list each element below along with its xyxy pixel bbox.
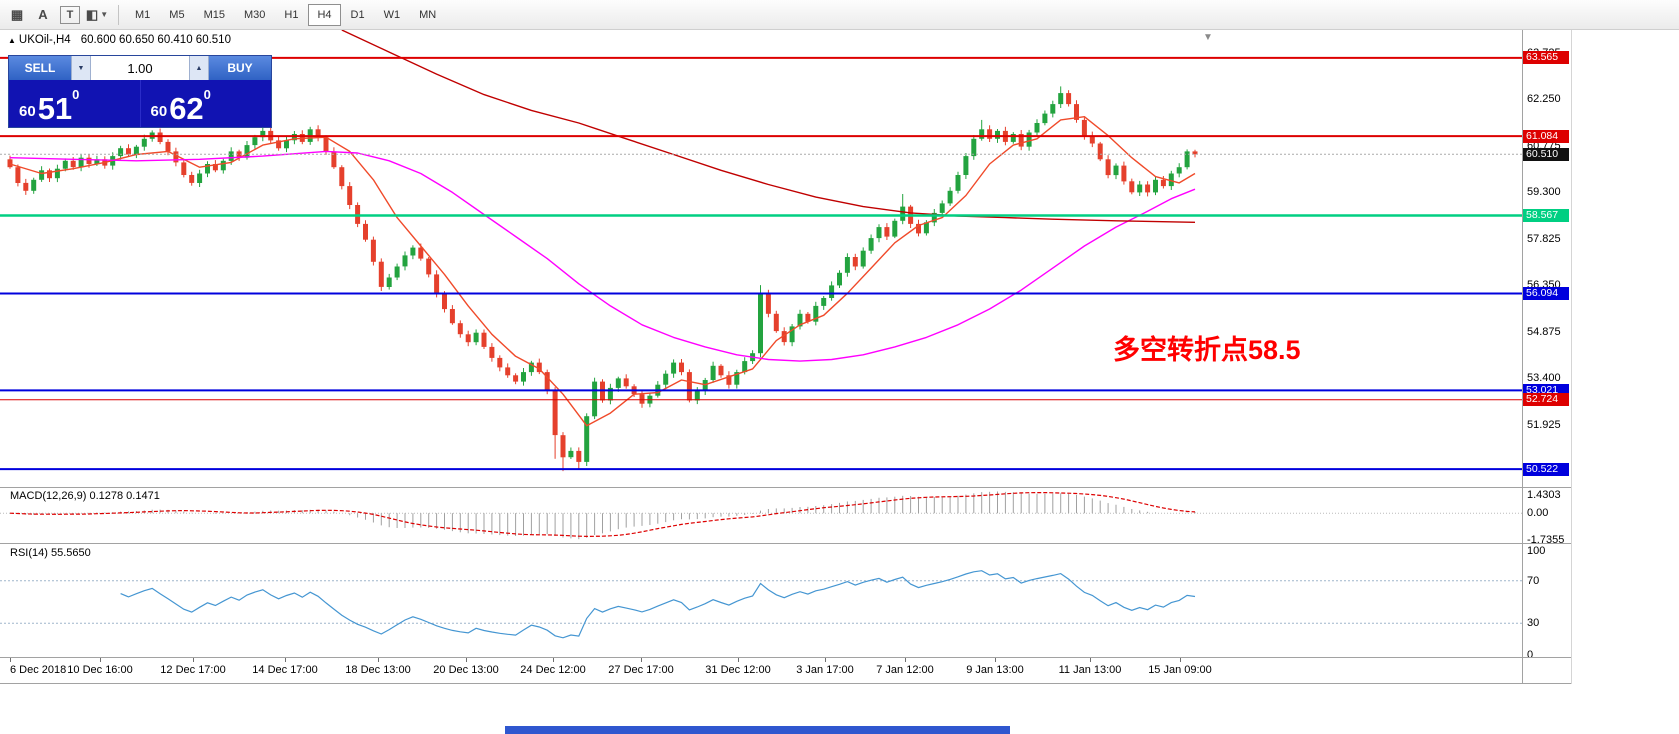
sell-price-integer: 60 [19, 103, 36, 120]
chart-shift-icon[interactable]: ▼ [1203, 32, 1213, 43]
macd-axis-tick: 1.4303 [1527, 489, 1561, 501]
chart-symbol-period: UKOil-,H4 [18, 34, 71, 46]
text-tool-icon[interactable]: T [60, 5, 80, 24]
rsi-axis-tick: 70 [1527, 575, 1540, 587]
timeframe-button-d1[interactable]: D1 [350, 8, 365, 21]
sell-price-display[interactable]: 60 51 0 [9, 80, 140, 127]
dropdown-caret-icon: ▼ [100, 10, 109, 19]
grid-tool-icon[interactable]: ▦ [10, 6, 24, 22]
chart-area[interactable]: ▲ UKOil-,H4 60.600 60.650 60.410 60.510 ▼ … [0, 29, 1572, 684]
time-axis-tick-mark [995, 658, 996, 662]
timeframe-button-m1[interactable]: M1 [135, 8, 151, 21]
time-axis-tick-mark [641, 658, 642, 662]
price-axis-tick: 57.825 [1527, 233, 1561, 245]
time-axis-tick-mark [1180, 658, 1181, 662]
timeframe-button-w1[interactable]: W1 [383, 8, 401, 21]
chart-header: ▲ UKOil-,H4 60.600 60.650 60.410 60.510 [8, 34, 231, 46]
time-axis-label: 7 Jan 12:00 [876, 664, 934, 676]
time-axis-label: 24 Dec 12:00 [520, 664, 586, 676]
price-axis-tick: 62.250 [1527, 93, 1561, 105]
chart-symbol-icon: ▲ [8, 36, 16, 45]
timeframe-button-m5[interactable]: M5 [169, 8, 185, 21]
price-level-badge: 50.522 [1523, 463, 1569, 476]
buy-price-integer: 60 [150, 103, 168, 120]
price-axis-tick: 51.925 [1527, 419, 1561, 431]
price-axis-tick: 54.875 [1527, 326, 1561, 338]
time-axis-label: 3 Jan 17:00 [796, 664, 854, 676]
timeframe-button-h4[interactable]: H4 [308, 3, 341, 26]
time-axis-label: 27 Dec 17:00 [608, 664, 674, 676]
price-level-badge: 52.724 [1523, 393, 1569, 406]
toolbar-separator [118, 4, 119, 25]
chart-ohlc-readout: 60.600 60.650 60.410 60.510 [80, 34, 231, 46]
time-axis-label: 14 Dec 17:00 [252, 664, 318, 676]
time-axis-tick-mark [193, 658, 194, 662]
window-bottom-edge [0, 683, 1572, 684]
rsi-axis-tick: 30 [1527, 617, 1540, 629]
text-label-tool-icon[interactable]: A [38, 7, 48, 22]
colors-tool-icon[interactable]: ◧ ▼ [85, 6, 109, 22]
price-level-badge: 58.567 [1523, 209, 1569, 222]
timeframe-button-group: M1 M5 M15 M30 H1 H4 D1 W1 MN [126, 3, 446, 26]
sell-button[interactable]: SELL [9, 56, 71, 80]
time-axis-tick-mark [100, 658, 101, 662]
toolbar-icon-group: ▦ A T ◧ ▼ [5, 4, 111, 26]
rsi-indicator-label: RSI(14) 55.5650 [10, 547, 91, 559]
time-axis-tick-mark [905, 658, 906, 662]
price-level-badge: 61.084 [1523, 130, 1569, 143]
time-axis-tick-mark [378, 658, 379, 662]
chart-text-annotation: 多空转折点58.5 [1113, 335, 1301, 365]
buy-price-display[interactable]: 60 62 0 [139, 80, 272, 127]
buy-button[interactable]: BUY [209, 56, 271, 80]
buy-price-point: 0 [203, 87, 211, 102]
time-axis-label: 9 Jan 13:00 [966, 664, 1024, 676]
buy-price-pips: 62 [169, 90, 204, 126]
time-axis-label: 18 Dec 13:00 [345, 664, 411, 676]
time-axis-tick-mark [10, 658, 11, 662]
time-axis-label: 15 Jan 09:00 [1148, 664, 1212, 676]
macd-panel-canvas[interactable] [0, 488, 1522, 548]
macd-indicator-label: MACD(12,26,9) 0.1278 0.1471 [10, 490, 160, 502]
rsi-axis-tick: 100 [1527, 545, 1546, 557]
price-axis-tick: 59.300 [1527, 186, 1561, 198]
volume-increase-button[interactable]: ▲ [189, 56, 209, 80]
panel-divider [0, 657, 1572, 658]
time-axis-label: 6 Dec 2018 [10, 664, 67, 676]
time-axis-tick-mark [738, 658, 739, 662]
price-level-badge: 60.510 [1523, 148, 1569, 161]
time-axis-tick-mark [825, 658, 826, 662]
toolbar: ▦ A T ◧ ▼ M1 M5 M15 M30 H1 H4 D1 W1 MN [0, 0, 1679, 30]
sell-price-pips: 51 [37, 90, 73, 126]
time-axis-tick-mark [285, 658, 286, 662]
panel-divider[interactable] [0, 543, 1572, 544]
timeframe-button-h1[interactable]: H1 [284, 8, 299, 21]
price-level-badge: 63.565 [1523, 51, 1569, 64]
price-axis-separator [1522, 30, 1523, 684]
time-axis-label: 20 Dec 13:00 [433, 664, 499, 676]
time-axis-tick-mark [466, 658, 467, 662]
bottom-blue-bar [505, 726, 1010, 734]
time-axis-label: 10 Dec 16:00 [67, 664, 133, 676]
time-axis-tick-mark [553, 658, 554, 662]
time-axis-label: 11 Jan 13:00 [1058, 664, 1122, 676]
one-click-trading-panel: SELL ▼ ▲ BUY 60 51 0 60 62 0 [8, 55, 272, 128]
sell-price-point: 0 [72, 87, 80, 102]
timeframe-button-m30[interactable]: M30 [243, 8, 266, 21]
price-axis-tick: 53.400 [1527, 372, 1561, 384]
price-level-badge: 56.094 [1523, 287, 1569, 300]
rsi-axis-tick: 0 [1527, 649, 1534, 661]
time-axis-tick-mark [1090, 658, 1091, 662]
window-right-edge [1571, 30, 1572, 684]
macd-axis-tick: 0.00 [1527, 507, 1549, 519]
timeframe-button-m15[interactable]: M15 [203, 8, 225, 21]
time-axis-label: 12 Dec 17:00 [160, 664, 226, 676]
timeframe-button-mn[interactable]: MN [419, 8, 437, 21]
volume-input[interactable] [91, 56, 189, 80]
volume-decrease-button[interactable]: ▼ [71, 56, 91, 80]
time-axis-label: 31 Dec 12:00 [705, 664, 771, 676]
rsi-panel-canvas[interactable] [0, 544, 1522, 662]
panel-divider[interactable] [0, 487, 1572, 488]
